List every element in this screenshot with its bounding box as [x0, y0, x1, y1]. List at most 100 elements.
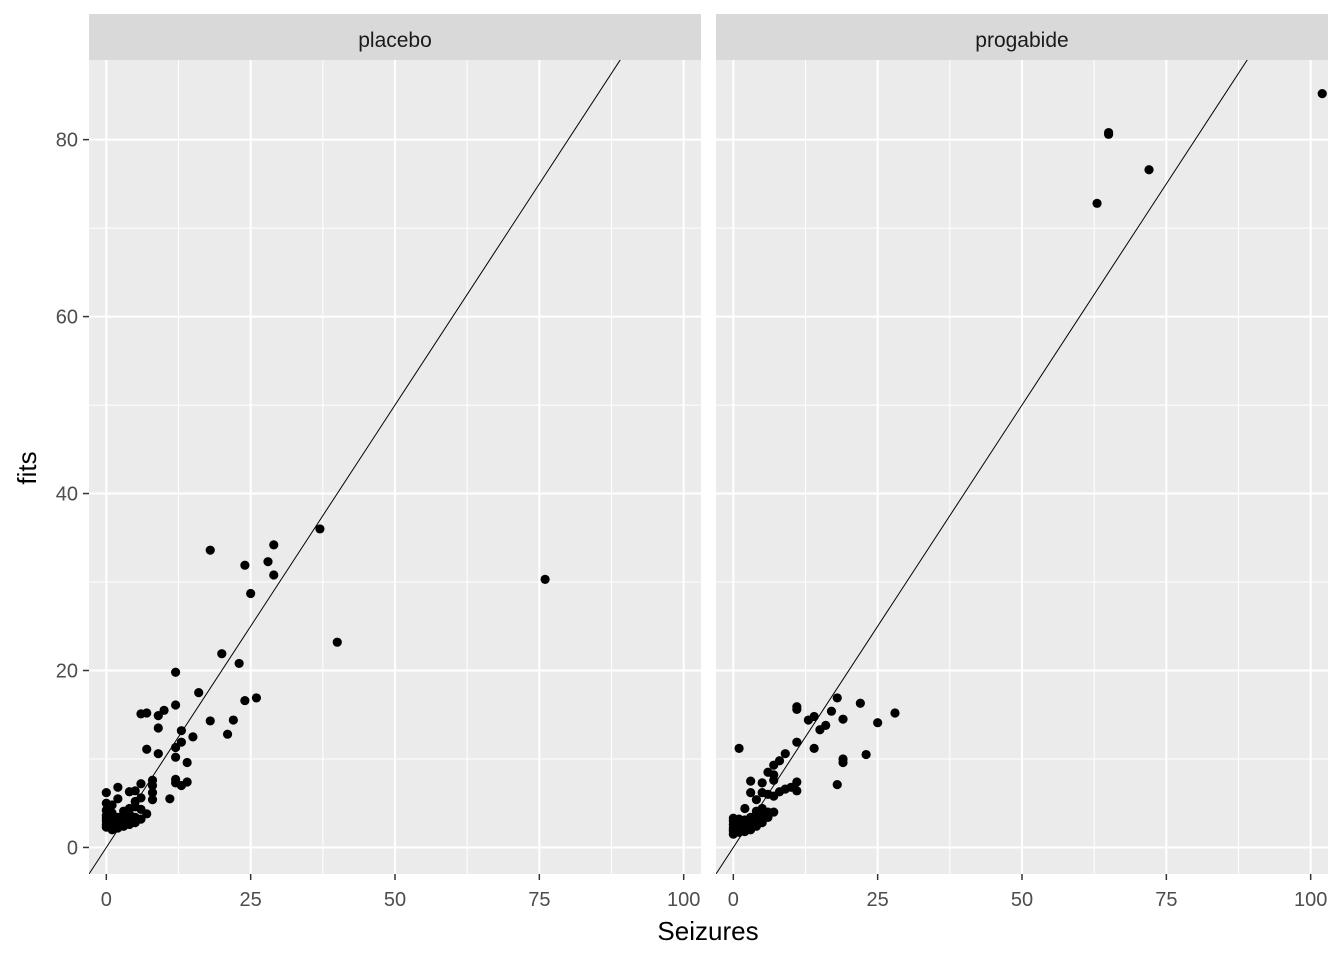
data-point — [1144, 165, 1154, 175]
data-point — [205, 716, 215, 726]
data-point — [101, 788, 111, 798]
data-point — [153, 723, 163, 733]
data-point — [832, 780, 842, 790]
data-point — [222, 729, 233, 739]
data-point — [240, 560, 250, 570]
data-point — [821, 720, 831, 730]
y-axis: 0 20 40 60 80 — [56, 130, 89, 859]
data-point — [205, 545, 215, 555]
data-point — [838, 714, 848, 724]
data-point — [188, 732, 198, 742]
data-point — [142, 809, 152, 819]
y-tick-label: 20 — [56, 661, 78, 683]
data-point — [809, 743, 819, 753]
y-tick-label: 40 — [56, 484, 78, 506]
data-point — [332, 637, 342, 647]
data-point — [171, 667, 181, 677]
data-point — [809, 711, 819, 722]
data-point — [171, 752, 181, 762]
facet-panel-progabide: progabide — [716, 14, 1328, 874]
data-point — [780, 749, 790, 759]
x-tick-label: 100 — [1294, 889, 1327, 911]
data-point — [194, 688, 204, 698]
x-tick-label: 100 — [667, 889, 700, 911]
data-point — [234, 658, 244, 669]
data-point — [873, 718, 883, 728]
x-tick-label: 50 — [1011, 889, 1033, 911]
data-point — [769, 807, 779, 817]
data-point — [269, 540, 279, 550]
facet-strip-label: progabide — [975, 29, 1068, 52]
y-tick-label: 0 — [67, 837, 78, 859]
x-tick-label: 25 — [240, 889, 262, 911]
data-point — [269, 570, 279, 580]
data-point — [769, 770, 779, 780]
data-point — [826, 706, 837, 716]
reference-line — [716, 60, 1248, 874]
data-point — [838, 754, 848, 764]
data-points — [728, 89, 1327, 839]
data-point — [746, 788, 756, 798]
data-point — [734, 743, 744, 753]
data-point — [107, 800, 117, 810]
x-axis-title: Seizures — [657, 916, 758, 946]
data-point — [792, 737, 802, 747]
data-point — [740, 803, 750, 814]
data-point — [246, 588, 256, 599]
data-point — [792, 777, 802, 787]
x-tick-label: 75 — [528, 889, 550, 911]
data-point — [171, 774, 181, 784]
data-point — [217, 649, 227, 659]
data-point — [861, 749, 871, 760]
data-point — [142, 744, 152, 754]
data-point — [240, 695, 250, 706]
data-point — [153, 749, 163, 759]
data-point — [774, 756, 785, 766]
x-tick-label: 50 — [384, 889, 406, 911]
data-point — [136, 793, 146, 803]
x-tick-label: 25 — [867, 889, 889, 911]
reference-line — [89, 60, 621, 874]
data-point — [1317, 89, 1327, 99]
data-point — [1092, 198, 1102, 208]
x-tick-label: 0 — [101, 889, 112, 911]
y-tick-label: 80 — [56, 130, 78, 152]
x-axes: 0 25 50 75 100 0 25 50 75 100 — [101, 874, 1327, 911]
data-point — [746, 776, 756, 786]
facet-strip — [89, 14, 701, 60]
data-point — [751, 795, 762, 805]
data-point — [182, 777, 192, 787]
x-tick-label: 75 — [1155, 889, 1177, 911]
data-point — [159, 705, 169, 715]
x-tick-label: 0 — [728, 889, 739, 911]
data-point — [792, 702, 802, 712]
data-point — [832, 693, 842, 703]
data-point — [792, 786, 802, 796]
data-point — [136, 779, 146, 789]
data-points — [101, 524, 550, 835]
data-point — [165, 794, 175, 804]
data-point — [228, 715, 238, 725]
data-point — [147, 795, 158, 805]
data-point — [147, 788, 158, 798]
data-point — [182, 757, 192, 768]
data-point — [113, 794, 123, 804]
data-point — [315, 524, 325, 534]
data-point — [113, 782, 123, 792]
facet-panel-placebo: placebo — [89, 14, 701, 874]
data-point — [130, 786, 140, 796]
facet-strip — [716, 14, 1328, 60]
y-axis-title: fits — [12, 451, 42, 484]
y-tick-label: 60 — [56, 307, 78, 329]
data-point — [142, 708, 152, 718]
data-point — [890, 708, 900, 718]
data-point — [1104, 127, 1114, 138]
data-point — [176, 737, 186, 747]
data-point — [263, 557, 273, 567]
data-point — [171, 700, 181, 710]
data-point — [251, 693, 262, 703]
data-point — [757, 778, 767, 788]
data-point — [855, 698, 865, 708]
